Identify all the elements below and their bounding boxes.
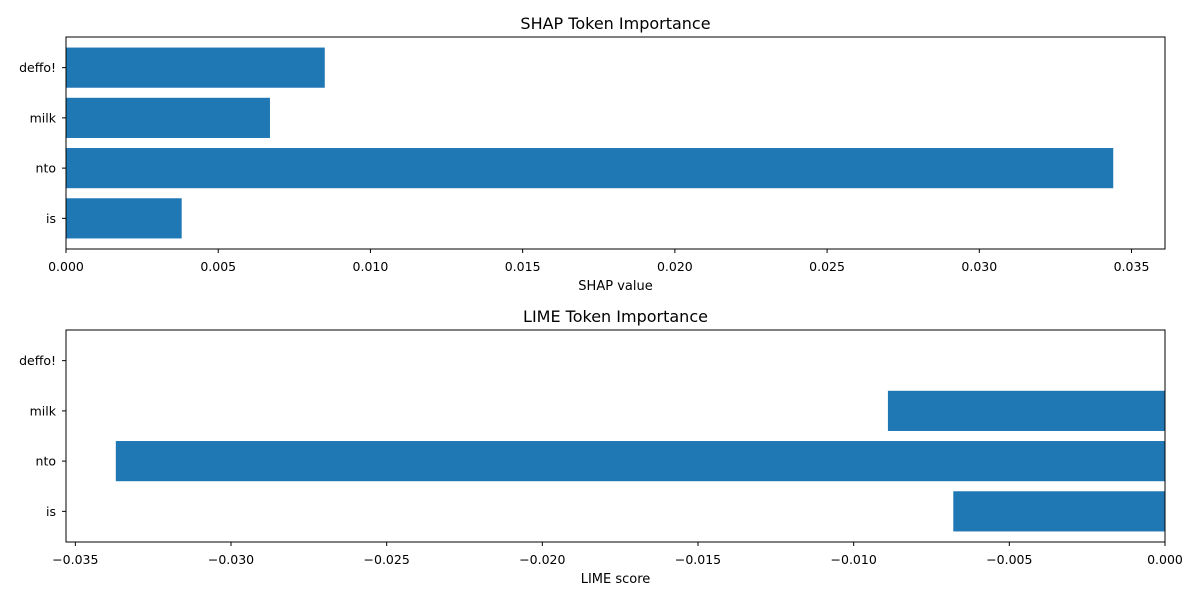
shap-ytick-label: deffo! [19,60,56,75]
lime-xtick-label: −0.030 [208,552,254,567]
shap-bar-1 [66,97,270,138]
shap-xtick-label: 0.000 [48,259,84,274]
shap-ytick-label: milk [30,110,57,125]
shap-axes-frame [65,36,1166,250]
shap-xtick-label: 0.010 [353,259,389,274]
lime-ytick-label: is [46,504,56,519]
lime-axes-frame [65,329,1166,543]
lime-xtick-label: −0.005 [986,552,1032,567]
lime-chart: deffo! milk nto is −0.035 −0.030 −0.025 −0.020 −… [19,307,1183,587]
lime-bar-1 [887,390,1165,431]
shap-chart: deffo! milk nto is 0.000 0.005 0.010 0.015 0.020… [19,14,1166,294]
lime-bar-3 [953,491,1165,532]
lime-xtick-label: −0.025 [364,552,410,567]
shap-ytick-label: nto [36,161,56,176]
lime-ytick-label: milk [30,403,57,418]
shap-x-axis-label: SHAP value [578,279,652,294]
lime-x-axis-label: LIME score [581,572,651,587]
shap-xtick-label: 0.030 [961,259,997,274]
lime-chart-title: LIME Token Importance [523,307,708,326]
shap-xtick-label: 0.005 [200,259,236,274]
lime-xtick-label: −0.010 [831,552,877,567]
lime-xtick-label: 0.000 [1147,552,1183,567]
lime-ytick-label: deffo! [19,353,56,368]
lime-ytick-label: nto [36,454,56,469]
lime-xtick-label: −0.035 [52,552,98,567]
shap-xtick-label: 0.015 [505,259,541,274]
shap-chart-title: SHAP Token Importance [520,14,710,33]
shap-ytick-label: is [46,211,56,226]
shap-xtick-label: 0.025 [809,259,845,274]
shap-xtick-label: 0.035 [1114,259,1150,274]
lime-bar-2 [115,441,1166,482]
shap-bar-0 [66,47,325,88]
shap-bar-3 [66,198,182,239]
shap-xtick-label: 0.020 [657,259,693,274]
lime-xtick-label: −0.015 [675,552,721,567]
lime-xtick-label: −0.020 [519,552,565,567]
shap-bar-2 [66,148,1114,189]
